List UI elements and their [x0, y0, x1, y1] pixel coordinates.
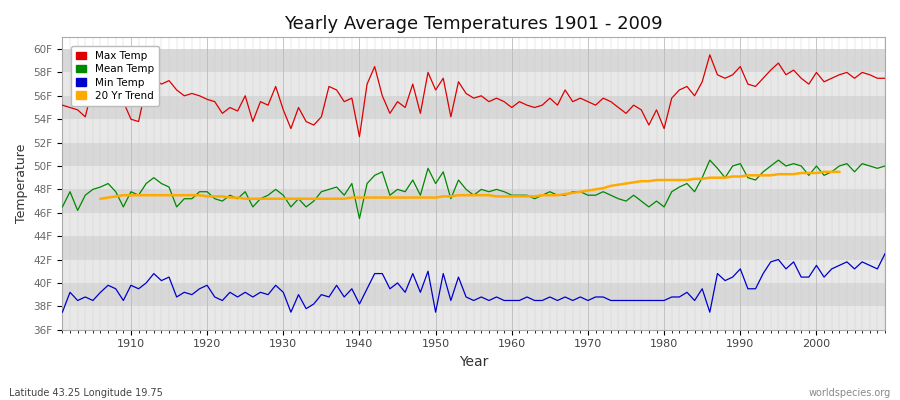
Bar [62, 283, 885, 306]
Bar [62, 72, 885, 96]
Bar [62, 189, 885, 213]
X-axis label: Year: Year [459, 355, 489, 369]
Title: Yearly Average Temperatures 1901 - 2009: Yearly Average Temperatures 1901 - 2009 [284, 15, 663, 33]
Y-axis label: Temperature: Temperature [15, 144, 28, 223]
Bar [62, 166, 885, 189]
Bar [62, 119, 885, 142]
Text: worldspecies.org: worldspecies.org [809, 388, 891, 398]
Bar [62, 49, 885, 72]
Bar [62, 236, 885, 260]
Bar [62, 142, 885, 166]
Legend: Max Temp, Mean Temp, Min Temp, 20 Yr Trend: Max Temp, Mean Temp, Min Temp, 20 Yr Tre… [70, 46, 159, 106]
Bar [62, 213, 885, 236]
Bar [62, 306, 885, 330]
Text: Latitude 43.25 Longitude 19.75: Latitude 43.25 Longitude 19.75 [9, 388, 163, 398]
Bar [62, 260, 885, 283]
Bar [62, 96, 885, 119]
